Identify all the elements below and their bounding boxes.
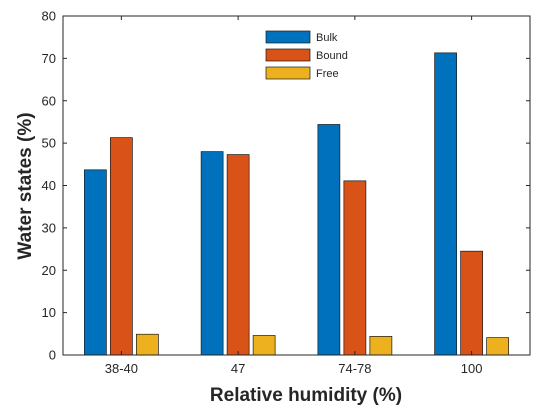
y-axis-title: Water states (%) (15, 112, 36, 259)
bar-bound-100 (460, 250, 483, 356)
y-tick-label: 10 (42, 305, 56, 320)
bar-free-47 (252, 335, 276, 356)
legend-label-bulk: Bulk (316, 32, 338, 44)
y-tick-label: 80 (42, 9, 56, 24)
y-tick-label: 70 (42, 51, 56, 66)
bar-bound-38-40 (110, 137, 133, 356)
bar-bulk-100 (434, 52, 457, 356)
x-tick-label: 100 (461, 361, 483, 376)
y-axis: 0 10 20 30 40 50 60 70 80 (42, 9, 530, 363)
bar-bound-47 (226, 154, 250, 356)
bar-bulk-47 (200, 151, 224, 356)
y-tick-label: 60 (42, 93, 56, 108)
bar-bulk-38-40 (84, 169, 107, 356)
bar-free-38-40 (136, 333, 159, 356)
legend-label-free: Free (316, 68, 339, 80)
legend-swatch-free (265, 66, 311, 80)
y-tick-label: 20 (42, 263, 56, 278)
bar-bulk-74-78 (317, 124, 341, 356)
x-axis-title: Relative humidity (%) (210, 385, 402, 406)
x-tick-label: 47 (231, 361, 245, 376)
bar-free-74-78 (369, 336, 393, 356)
legend-swatch-bound (265, 48, 311, 62)
x-tick-label: 74-78 (338, 361, 371, 376)
bars-layer (84, 52, 509, 356)
bar-free-100 (486, 337, 509, 356)
x-tick-label: 38-40 (105, 361, 138, 376)
legend: Bulk Bound Free (265, 30, 348, 80)
legend-swatch-bulk (265, 30, 311, 44)
legend-label-bound: Bound (316, 50, 348, 62)
y-tick-label: 40 (42, 178, 56, 193)
y-tick-label: 50 (42, 136, 56, 151)
y-tick-label: 30 (42, 220, 56, 235)
bar-bound-74-78 (343, 180, 367, 356)
y-tick-label: 0 (49, 348, 56, 363)
x-axis: 38-40 47 74-78 100 (105, 16, 483, 376)
